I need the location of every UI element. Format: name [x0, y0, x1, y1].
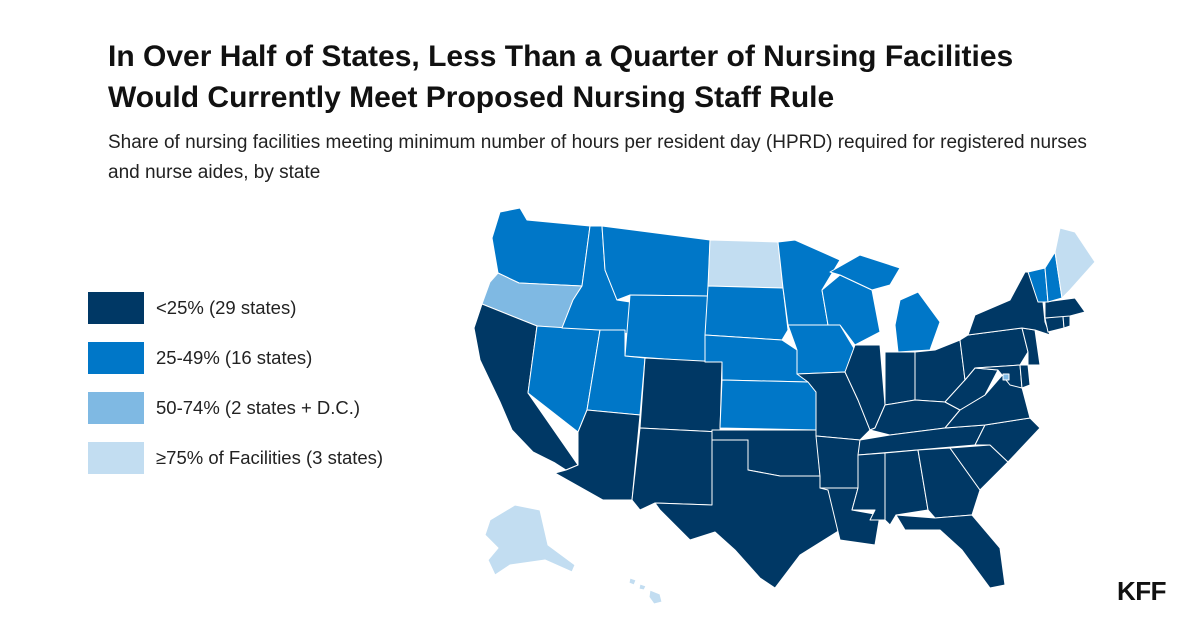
- chart-subtitle: Share of nursing facilities meeting mini…: [108, 132, 1087, 183]
- state-maryland: [974, 364, 1023, 389]
- state-alaska: [484, 504, 576, 576]
- district-of-columbia: [1002, 373, 1010, 381]
- state-indiana: [884, 351, 916, 406]
- state-colorado: [639, 357, 723, 433]
- legend-swatch-50-74: [88, 392, 144, 424]
- legend: <25% (29 states) 25-49% (16 states) 50-7…: [88, 283, 383, 483]
- state-arizona: [554, 409, 641, 501]
- legend-swatch-lt25: [88, 292, 144, 324]
- state-montana: [601, 225, 711, 301]
- state-massachusetts: [1044, 297, 1086, 319]
- state-texas: [654, 439, 841, 589]
- kff-logo: KFF: [1117, 576, 1167, 606]
- state-rhode-island: [1062, 315, 1071, 329]
- state-florida: [895, 514, 1006, 589]
- chart-title: In Over Half of States, Less Than a Quar…: [108, 40, 1014, 114]
- state-south-dakota: [704, 285, 789, 341]
- legend-swatch-gte75: [88, 442, 144, 474]
- state-north-dakota: [707, 239, 784, 289]
- legend-label-50-74: 50-74% (2 states + D.C.): [156, 397, 361, 418]
- state-delaware: [1019, 364, 1031, 389]
- legend-label-lt25: <25% (29 states): [156, 297, 297, 318]
- legend-item-50-74: 50-74% (2 states + D.C.): [88, 383, 383, 433]
- legend-swatch-25-49: [88, 342, 144, 374]
- legend-item-lt25: <25% (29 states): [88, 283, 383, 333]
- legend-item-gte75: ≥75% of Facilities (3 states): [88, 433, 383, 483]
- legend-label-25-49: 25-49% (16 states): [156, 347, 313, 368]
- state-kansas: [719, 379, 817, 431]
- state-maine: [1054, 227, 1096, 299]
- state-connecticut: [1044, 315, 1065, 333]
- state-wyoming: [624, 294, 709, 363]
- state-washington: [491, 207, 591, 287]
- legend-label-gte75: ≥75% of Facilities (3 states): [156, 447, 384, 468]
- state-hawaii: [628, 577, 663, 605]
- legend-item-25-49: 25-49% (16 states): [88, 333, 383, 383]
- state-new-mexico: [631, 427, 721, 511]
- state-arkansas: [815, 435, 861, 489]
